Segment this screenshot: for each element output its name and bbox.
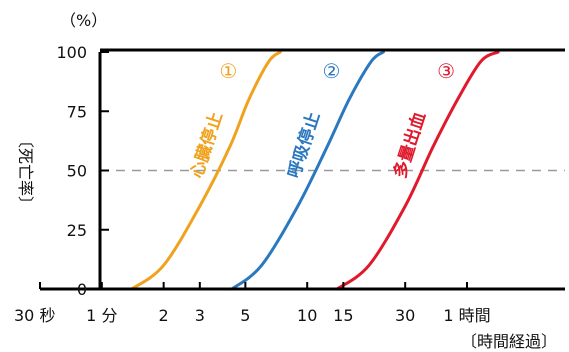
labels-layer: （%） 〔死亡率〕 〔時間経過〕 [16, 11, 557, 351]
y-unit-label: （%） [60, 11, 107, 30]
x-tick-label: 10 [297, 306, 317, 325]
y-tick-label: 50 [67, 162, 87, 181]
series-line-1 [130, 50, 282, 291]
y-tick-label: 100 [56, 43, 87, 62]
x-tick-label: 1 分 [86, 306, 117, 325]
x-tick-label: 15 [333, 306, 353, 325]
series-marker-2: ② [322, 59, 340, 83]
x-tick-label: 1 時間 [443, 306, 490, 325]
y-axis-title: 〔死亡率〕 [16, 132, 35, 212]
series-line-2 [230, 50, 385, 291]
y-tick-label: 25 [67, 221, 87, 240]
x-tick-label: 3 [195, 306, 205, 325]
series-line-3 [335, 50, 500, 291]
x-tick-label: 30 秒 [14, 306, 55, 325]
series-marker-1: ① [219, 59, 237, 83]
y-tick-label: 0 [77, 280, 87, 299]
series-name-label-2: 呼吸停止 [283, 110, 324, 181]
ticks-layer: 0 25 50 75 100 30 秒 1 分 2 3 5 10 15 30 1 時間 [14, 43, 491, 325]
y-tick-label: 75 [67, 102, 87, 121]
x-tick-label: 30 [395, 306, 415, 325]
x-axis-title: 〔時間経過〕 [461, 332, 557, 351]
x-tick-label: 5 [240, 306, 250, 325]
series-marker-3: ③ [437, 59, 455, 83]
x-tick-label: 2 [159, 306, 169, 325]
